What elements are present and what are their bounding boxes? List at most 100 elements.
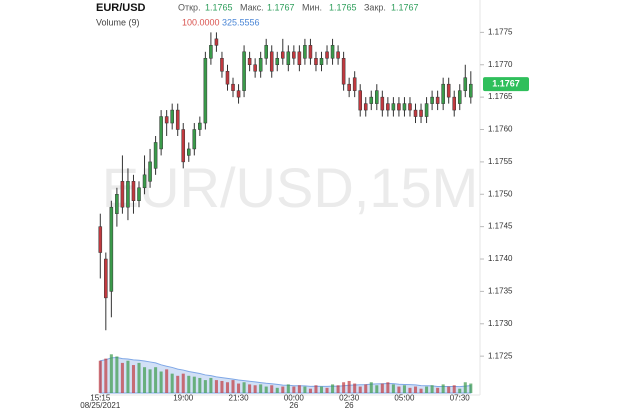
volume-bar	[469, 383, 473, 393]
y-tick-label: 1.1730	[488, 319, 513, 328]
candle-body	[386, 103, 390, 111]
candle-body	[413, 109, 418, 117]
candle-body	[325, 51, 329, 59]
candle-body	[170, 109, 174, 124]
candle-body	[269, 51, 274, 72]
x-tick-date: 08/25/2021	[80, 401, 121, 410]
candle-body	[363, 103, 368, 111]
y-tick-label: 1.1735	[488, 287, 513, 296]
volume-bar	[248, 384, 252, 393]
legend-value: 1.1767	[391, 2, 419, 12]
candle-body	[452, 96, 456, 111]
volume-bar	[253, 385, 257, 393]
volume-bar	[319, 386, 324, 393]
volume-bar	[159, 371, 163, 393]
volume-bar	[198, 377, 202, 393]
candle-body	[236, 90, 241, 98]
volume-bar	[181, 373, 185, 393]
candle-body	[247, 58, 252, 66]
volume-bar	[441, 384, 445, 393]
y-tick-label: 1.1750	[488, 189, 513, 198]
volume-bar	[369, 382, 373, 393]
candle-body	[286, 51, 291, 66]
candle-body	[352, 77, 357, 91]
volume-bar	[109, 354, 113, 393]
volume-bar	[413, 386, 418, 393]
volume-bar	[137, 362, 141, 393]
volume-bar	[242, 382, 246, 393]
volume-bar	[237, 383, 241, 393]
volume-bar	[176, 375, 180, 393]
candle-body	[109, 206, 114, 292]
volume-bar	[170, 373, 174, 393]
volume-bar	[364, 384, 368, 393]
candle-body	[164, 116, 169, 124]
candle-body	[463, 77, 468, 91]
candle-body	[253, 64, 257, 72]
y-tick-label: 1.1725	[488, 351, 513, 360]
symbol: EUR/USD	[96, 2, 146, 14]
candle-body	[148, 161, 152, 182]
volume-bar	[314, 385, 318, 393]
volume-bar	[463, 382, 467, 393]
volume-bar	[331, 384, 335, 393]
candle-body	[275, 58, 280, 66]
candle-body	[435, 96, 440, 104]
volume-bar	[275, 387, 279, 393]
candle-body	[142, 174, 147, 189]
candle-body	[358, 90, 362, 111]
candle-body	[181, 129, 186, 163]
candle-body	[231, 83, 235, 91]
candle-body	[137, 187, 141, 201]
candle-body	[314, 58, 318, 66]
volume-bar	[203, 380, 207, 393]
volume-bar	[192, 376, 196, 393]
volume-bar	[120, 362, 124, 393]
candle-body	[175, 109, 180, 130]
candle-body	[198, 122, 202, 130]
volume-bar	[386, 382, 390, 393]
x-tick-date: 26	[289, 401, 298, 410]
legend-label: Закр.	[364, 2, 386, 12]
volume-bar	[447, 386, 451, 393]
volume-bar	[143, 367, 147, 393]
volume-bar	[115, 356, 119, 393]
candle-body	[303, 45, 307, 59]
y-tick-label: 1.1775	[488, 27, 513, 36]
y-tick-label: 1.1745	[488, 222, 513, 231]
candle-body	[98, 226, 103, 253]
candle-body	[264, 45, 268, 59]
volume-bar	[402, 385, 406, 393]
x-tick-label: 07:30	[450, 394, 471, 403]
last-price-label: 1.1767	[492, 79, 520, 89]
candle-body	[457, 90, 462, 104]
candle-body	[375, 90, 379, 104]
candle-body	[292, 51, 296, 59]
legend-value: 1.1765	[205, 2, 233, 12]
candle-body	[153, 142, 158, 169]
candle-body	[446, 83, 451, 98]
x-tick-label: 02:30	[339, 394, 360, 403]
volume-bar	[264, 386, 268, 393]
volume-bar	[358, 386, 362, 393]
volume-bar	[353, 383, 357, 393]
candle-body	[469, 83, 473, 98]
legend-value: 1.1765	[329, 2, 357, 12]
volume-bar	[259, 384, 263, 393]
candle-body	[336, 51, 340, 59]
x-tick-label: 21:30	[229, 394, 250, 403]
volume-bar	[225, 382, 230, 393]
candle-body	[104, 258, 108, 299]
candle-body	[258, 58, 263, 72]
candle-body	[408, 103, 412, 111]
volume-bar	[187, 375, 191, 393]
candle-body	[120, 181, 125, 208]
volume-bar	[148, 369, 152, 393]
volume-bar	[347, 380, 351, 393]
volume-indicator: 325.5556	[222, 17, 260, 27]
candle-body	[297, 51, 302, 66]
volume-bar	[308, 388, 312, 393]
volume-bar	[325, 387, 329, 393]
